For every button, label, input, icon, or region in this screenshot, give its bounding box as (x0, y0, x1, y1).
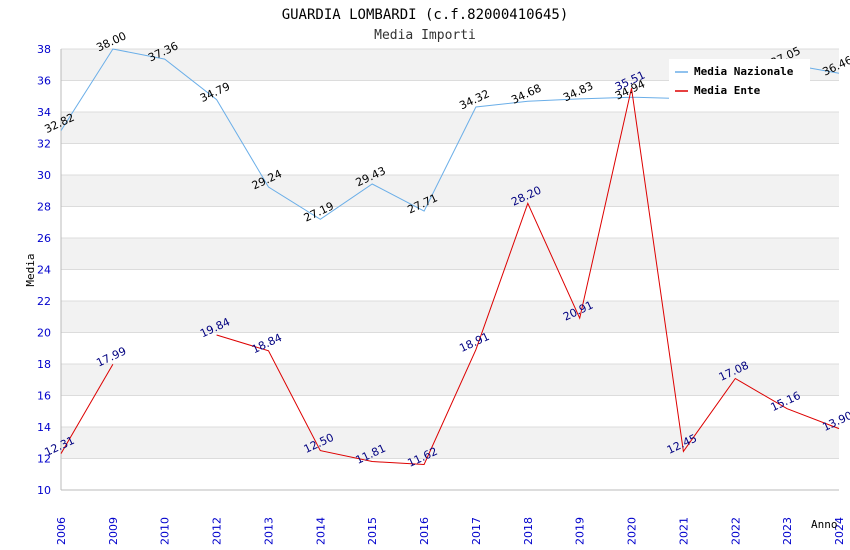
x-tick-label: 2019 (574, 517, 587, 545)
background-band (61, 238, 839, 270)
x-tick-labels: 2006 2009 2010 2012 2013 2014 2015 2016 2017 2018… (55, 517, 846, 545)
x-tick-label: 2013 (262, 517, 275, 545)
y-tick-label: 24 (37, 264, 51, 277)
series-line-ente (60, 363, 114, 454)
y-tick-label: 26 (37, 232, 51, 245)
x-tick-label: 2010 (159, 517, 172, 545)
gridlines (61, 48, 839, 491)
y-tick-label: 18 (37, 358, 51, 371)
y-axis-label: Media (24, 253, 37, 286)
chart-title: GUARDIA LOMBARDI (c.f.82000410645) (282, 7, 569, 23)
background-band (61, 269, 839, 301)
background-band (61, 112, 839, 144)
y-tick-label: 28 (37, 201, 51, 214)
legend: Media Nazionale Media Ente (669, 59, 810, 101)
y-tick-label: 30 (37, 169, 51, 182)
x-tick-label: 2017 (470, 517, 483, 545)
y-tick-label: 32 (37, 138, 51, 151)
background-bands (61, 49, 839, 490)
y-tick-label: 38 (37, 43, 51, 56)
y-tick-label: 22 (37, 295, 51, 308)
y-tick-label: 20 (37, 327, 51, 340)
x-tick-label: 2023 (781, 517, 794, 545)
y-tick-label: 12 (37, 453, 51, 466)
legend-label-nazionale: Media Nazionale (694, 65, 794, 78)
legend-box (669, 59, 810, 101)
x-tick-label: 2021 (677, 517, 690, 545)
chart-subtitle: Media Importi (374, 28, 476, 43)
x-tick-label: 2014 (314, 517, 327, 545)
background-band (61, 395, 839, 427)
x-tick-label: 2018 (522, 517, 535, 545)
x-tick-label: 2012 (211, 517, 224, 545)
background-band (61, 458, 839, 490)
x-tick-label: 2006 (55, 517, 68, 545)
background-band (61, 364, 839, 396)
background-band (61, 175, 839, 207)
background-band (61, 427, 839, 459)
y-tick-label: 16 (37, 390, 51, 403)
background-band (61, 332, 839, 364)
x-tick-label: 2009 (107, 517, 120, 545)
x-tick-label: 2022 (729, 517, 742, 545)
background-band (61, 301, 839, 333)
y-tick-label: 36 (37, 75, 51, 88)
x-tick-label: 2015 (366, 517, 379, 545)
x-axis-label: Anno (811, 518, 838, 531)
x-tick-label: 2020 (626, 517, 639, 545)
y-tick-labels: 10 12 14 16 18 20 22 24 26 28 30 32 34 36 38 (37, 43, 51, 497)
x-tick-label: 2016 (418, 517, 431, 545)
y-tick-label: 10 (37, 484, 51, 497)
x-tick-label: 2024 (833, 517, 846, 545)
series-line-ente (216, 88, 840, 466)
legend-label-ente: Media Ente (694, 84, 761, 97)
background-band (61, 206, 839, 238)
y-tick-label: 14 (37, 421, 51, 434)
axes (60, 49, 839, 491)
y-tick-label: 34 (37, 106, 51, 119)
